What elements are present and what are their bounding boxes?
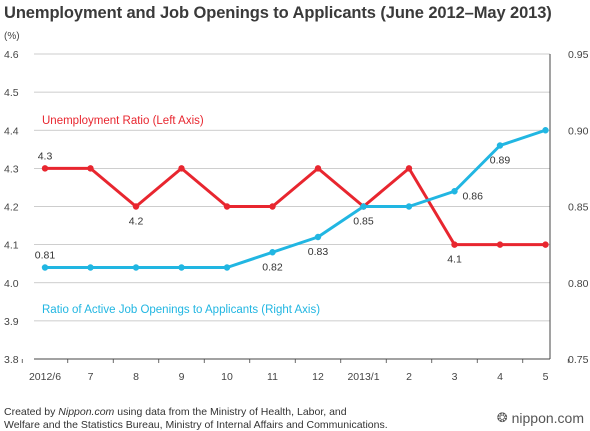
x-tick-label: 10	[221, 371, 233, 383]
unemployment-point	[223, 203, 231, 210]
left-tick-label: 4.3	[4, 163, 19, 175]
left-tick-label: 3.9	[4, 316, 19, 328]
job-ratio-point	[360, 203, 367, 210]
job-ratio-point	[269, 249, 276, 256]
unemployment-point	[542, 241, 549, 248]
job-ratio-point	[178, 264, 185, 271]
left-axis-unit: (%)	[4, 31, 20, 42]
unemployment-point	[314, 165, 322, 172]
x-tick-label: 7	[88, 371, 94, 383]
unemployment-point	[41, 165, 49, 172]
right-tick-label: 0.95	[568, 49, 589, 61]
job-ratio-point	[405, 203, 413, 210]
unemployment-point	[87, 165, 94, 172]
x-tick-label: 4	[497, 371, 503, 383]
data-label: 4.2	[129, 216, 144, 228]
unemployment-line	[45, 166, 546, 247]
source-note: Created by Nippon.com using data from th…	[4, 406, 388, 431]
x-tick-label: 2	[406, 371, 412, 383]
left-tick-label: 4.2	[4, 202, 19, 214]
left-tick-label: 4.0	[4, 278, 19, 290]
job-ratio-point	[132, 264, 140, 271]
x-tick-label: 3	[452, 371, 458, 383]
right-tick-label: 0.85	[568, 202, 589, 214]
data-label: 0.81	[35, 250, 56, 262]
unemployment-series-label: Unemployment Ratio (Left Axis)	[42, 115, 204, 127]
left-tick-label: 4.5	[4, 87, 19, 99]
left-tick-label: 4.4	[4, 125, 19, 137]
unemployment-point	[451, 241, 458, 248]
job-ratio-point	[41, 264, 49, 271]
data-label: 0.89	[490, 155, 511, 167]
chart-title: Unemployment and Job Openings to Applica…	[4, 4, 552, 22]
x-tick-label: 11	[267, 371, 278, 383]
data-label: 0.86	[463, 190, 484, 202]
x-tick-label: 2013/1	[347, 371, 379, 383]
job-ratio-series-label: Ratio of Active Job Openings to Applican…	[42, 304, 320, 316]
unemployment-point	[178, 165, 185, 172]
job-ratio-point	[314, 233, 322, 241]
unemployment-point	[269, 203, 276, 210]
x-tick-label: 2012/6	[29, 371, 61, 383]
brand-logo: ❂ nippon.com	[496, 410, 584, 426]
nippon-logo-icon: ❂	[496, 410, 508, 425]
left-tick-label: 4.1	[4, 240, 19, 252]
unemployment-point	[496, 241, 504, 248]
x-tick-label: 9	[179, 371, 185, 383]
data-label: 0.82	[262, 261, 283, 273]
unemployment-point	[405, 165, 413, 172]
x-tick-label: 5	[543, 371, 549, 383]
job-ratio-point	[223, 264, 231, 271]
left-tick-label: 3.8	[4, 354, 19, 366]
data-label: 0.83	[308, 246, 329, 258]
left-tick-label: 4.6	[4, 49, 19, 61]
data-label: 4.1	[447, 254, 462, 266]
job-ratio-point	[542, 127, 549, 134]
right-tick-label: 0.80	[568, 278, 589, 290]
x-tick-label: 8	[133, 371, 139, 383]
x-tick-label: 12	[312, 371, 324, 383]
line-chart: (%) 3.8 3.9 4.0 4.1 4.2 4.3 4.4 4.5 4.6 0.75 0.80 0.…	[4, 31, 589, 383]
job-ratio-point	[87, 264, 94, 271]
data-label: 0.85	[353, 216, 374, 228]
job-ratio-point	[451, 188, 458, 195]
job-ratio-point	[496, 142, 504, 149]
data-label: 4.3	[38, 150, 53, 162]
right-tick-label: 0.75	[568, 354, 589, 366]
unemployment-point	[132, 203, 140, 210]
right-tick-label: 0.90	[568, 125, 589, 137]
job-ratio-line	[45, 128, 546, 269]
